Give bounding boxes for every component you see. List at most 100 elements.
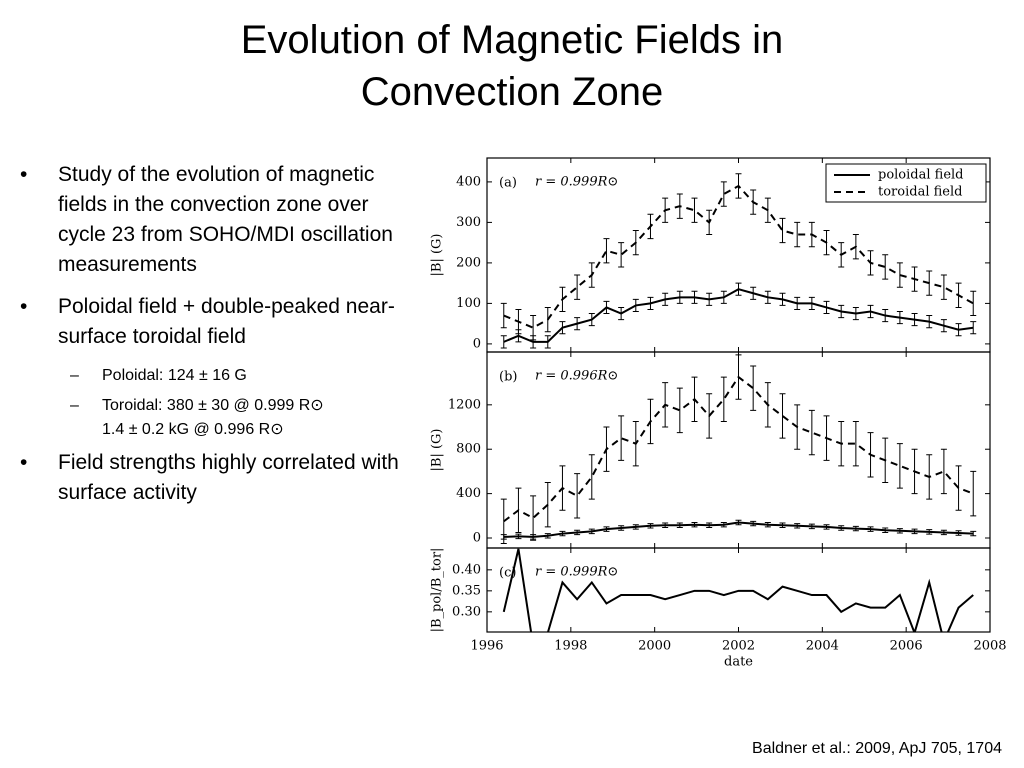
- error-bar: [632, 229, 639, 256]
- error-bar: [618, 306, 625, 321]
- bullet: Study of the evolution of magnetic field…: [20, 160, 410, 280]
- error-bar: [794, 296, 801, 310]
- error-bar: [852, 420, 859, 467]
- error-bar: [779, 292, 786, 306]
- error-bar: [750, 365, 757, 411]
- error-bar: [955, 323, 962, 337]
- error-bar: [852, 306, 859, 321]
- error-bar: [720, 376, 727, 422]
- error-bar: [735, 519, 742, 526]
- x-tick-label: 1998: [554, 639, 587, 654]
- error-bar: [779, 217, 786, 244]
- error-bar: [706, 393, 713, 439]
- slide-title: Evolution of Magnetic Fields in Convecti…: [0, 14, 1024, 118]
- error-bar: [882, 308, 889, 323]
- error-bar: [515, 533, 522, 540]
- y-axis-label: |B_pol/B_tor|: [430, 548, 445, 633]
- error-bar: [764, 290, 771, 304]
- panel-annotation: r = 0.999R⊙: [535, 565, 618, 580]
- series-line: [503, 288, 974, 343]
- y-tick-label: 400: [456, 486, 481, 501]
- error-bar: [882, 254, 889, 280]
- error-bar: [676, 387, 683, 434]
- y-tick-label: 0.40: [452, 562, 481, 577]
- error-bar: [662, 292, 669, 306]
- error-bar: [911, 313, 918, 327]
- error-bar: [838, 242, 845, 268]
- error-bar: [603, 526, 610, 532]
- error-bar: [794, 221, 801, 248]
- error-bar: [764, 382, 771, 428]
- error-bar: [970, 321, 977, 335]
- error-bar: [735, 282, 742, 296]
- y-tick-label: 0.30: [452, 604, 481, 619]
- error-bar: [926, 270, 933, 296]
- error-bar: [574, 529, 581, 536]
- error-bar: [618, 525, 625, 531]
- error-bar: [764, 197, 771, 223]
- error-bar: [500, 302, 507, 329]
- error-bar: [779, 522, 786, 528]
- error-bar: [544, 482, 551, 528]
- error-bar: [544, 533, 551, 539]
- error-bar: [735, 354, 742, 400]
- error-bar: [676, 290, 683, 304]
- error-bar: [662, 197, 669, 223]
- error-bar: [867, 250, 874, 276]
- error-bar: [691, 376, 698, 422]
- sub-bullet: Poloidal: 124 ± 16 G: [20, 364, 410, 388]
- error-bar: [852, 525, 859, 532]
- bullet: Poloidal field + double-peaked near-surf…: [20, 292, 410, 352]
- error-bar: [559, 465, 566, 511]
- error-bar: [676, 522, 683, 528]
- panel-annotation: r = 0.996R⊙: [535, 369, 618, 384]
- error-bar: [603, 238, 610, 264]
- error-bar: [896, 443, 903, 489]
- error-bar: [632, 420, 639, 467]
- y-axis-label: |B| (G): [430, 234, 445, 277]
- error-bar: [662, 382, 669, 428]
- error-bar: [588, 528, 595, 535]
- error-bar: [764, 521, 771, 528]
- error-bar: [750, 286, 757, 300]
- y-tick-label: 100: [456, 296, 481, 311]
- x-tick-label: 1996: [470, 639, 503, 654]
- plot-area: [502, 548, 974, 632]
- series-line: [503, 184, 974, 329]
- error-bar: [970, 290, 977, 317]
- error-bar: [662, 522, 669, 528]
- error-bar: [955, 282, 962, 308]
- citation: Baldner et al.: 2009, ApJ 705, 1704: [752, 740, 1002, 757]
- panel-label: (a): [499, 176, 517, 191]
- y-tick-label: 0.35: [452, 583, 481, 598]
- error-bar: [896, 262, 903, 288]
- error-bar: [940, 529, 947, 536]
- error-bar: [618, 415, 625, 461]
- error-bar: [618, 242, 625, 268]
- error-bar: [882, 527, 889, 533]
- error-bar: [794, 404, 801, 450]
- error-bar: [838, 304, 845, 319]
- y-tick-label: 400: [456, 174, 481, 189]
- error-bar: [500, 335, 507, 349]
- error-bar: [823, 300, 830, 315]
- error-bar: [779, 393, 786, 439]
- error-bar: [588, 313, 595, 327]
- error-bar: [970, 470, 977, 517]
- error-bar: [603, 300, 610, 315]
- error-bar: [632, 298, 639, 312]
- error-bar: [852, 234, 859, 260]
- error-bar: [926, 315, 933, 329]
- y-axis-label: |B| (G): [430, 429, 445, 472]
- error-bar: [940, 274, 947, 300]
- x-tick-label: 2004: [806, 639, 839, 654]
- title-line: Convection Zone: [360, 70, 664, 114]
- error-bar: [926, 454, 933, 500]
- error-bar: [940, 448, 947, 495]
- error-bar: [544, 335, 551, 349]
- error-bar: [544, 306, 551, 333]
- error-bar: [691, 197, 698, 223]
- error-bar: [588, 262, 595, 288]
